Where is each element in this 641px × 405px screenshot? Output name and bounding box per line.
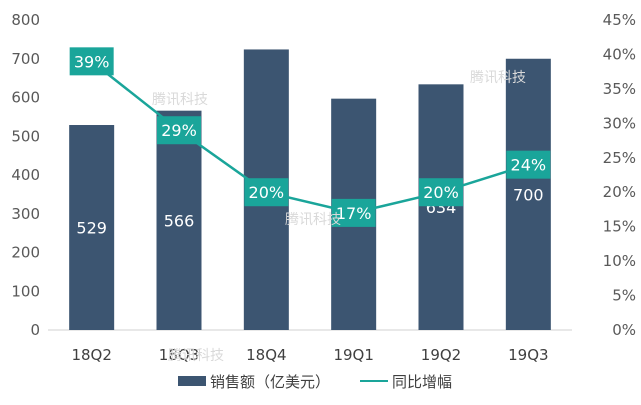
watermark: 腾讯科技 xyxy=(152,91,208,108)
watermark: 腾讯科技 xyxy=(285,211,341,228)
bar xyxy=(505,58,551,330)
bar-value-label: 700 xyxy=(513,185,544,204)
x-category-label: 18Q4 xyxy=(246,346,286,364)
growth-value-label: 29% xyxy=(161,121,197,140)
right-y-tick-label: 10% xyxy=(603,252,636,270)
growth-label-box xyxy=(506,150,551,179)
growth-line-series: 39% 29% 20% 17% 20% 24% xyxy=(69,47,551,227)
right-y-tick-label: 0% xyxy=(612,321,636,339)
left-y-axis: 0 100 200 300 400 500 600 700 800 xyxy=(11,11,40,339)
right-y-tick-label: 5% xyxy=(612,287,636,305)
left-y-tick-label: 300 xyxy=(11,205,40,223)
growth-value-label: 39% xyxy=(74,52,110,71)
growth-value-label: 20% xyxy=(423,183,459,202)
growth-label-box xyxy=(419,178,463,207)
right-y-tick-label: 15% xyxy=(603,218,636,236)
x-category-label: 19Q1 xyxy=(333,346,373,364)
right-y-tick-label: 40% xyxy=(603,45,636,63)
bar-series: 529566724597634700 xyxy=(69,49,551,330)
right-y-tick-label: 45% xyxy=(603,11,636,29)
right-y-tick-label: 25% xyxy=(603,149,636,167)
watermark: 腾讯科技 xyxy=(470,69,526,86)
legend: 销售额（亿美元） 同比增幅 xyxy=(178,373,452,391)
left-y-tick-label: 500 xyxy=(11,127,40,145)
watermark: 腾讯科技 xyxy=(168,347,224,364)
left-y-tick-label: 400 xyxy=(11,166,40,184)
right-y-tick-label: 20% xyxy=(603,183,636,201)
growth-value-label: 17% xyxy=(336,204,372,223)
x-category-label: 19Q2 xyxy=(421,346,461,364)
growth-label-box xyxy=(69,47,114,76)
left-y-tick-label: 700 xyxy=(11,50,40,68)
growth-value-label: 24% xyxy=(511,156,547,175)
right-y-axis: 0% 5% 10% 15% 20% 25% 30% 35% 40% 45% xyxy=(603,11,636,339)
x-category-label: 18Q2 xyxy=(71,346,111,364)
right-y-tick-label: 35% xyxy=(603,80,636,98)
left-y-tick-label: 200 xyxy=(11,244,40,262)
x-axis-categories: 18Q2 18Q3 18Q4 19Q1 19Q2 19Q3 xyxy=(71,346,548,364)
left-y-tick-label: 0 xyxy=(30,321,40,339)
x-category-label: 18Q3 xyxy=(159,346,199,364)
bar-value-label: 566 xyxy=(164,211,195,230)
left-y-tick-label: 600 xyxy=(11,89,40,107)
legend-line-label: 同比增幅 xyxy=(392,373,452,391)
left-y-tick-label: 800 xyxy=(11,11,40,29)
legend-bar-swatch xyxy=(178,376,206,386)
left-y-tick-label: 100 xyxy=(11,282,40,300)
growth-label-box xyxy=(157,116,201,145)
bar xyxy=(69,125,115,330)
x-category-label: 19Q3 xyxy=(508,346,548,364)
legend-bar-label: 销售额（亿美元） xyxy=(210,373,330,391)
right-y-tick-label: 30% xyxy=(603,114,636,132)
bar-value-label: 529 xyxy=(76,219,107,238)
growth-label-box xyxy=(244,178,289,207)
bar xyxy=(418,84,464,330)
bar xyxy=(156,110,202,330)
growth-label-box xyxy=(331,198,376,227)
growth-value-label: 20% xyxy=(249,183,285,202)
